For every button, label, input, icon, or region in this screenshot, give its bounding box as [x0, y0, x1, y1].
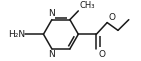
Text: H₂N: H₂N — [8, 30, 25, 39]
Text: N: N — [49, 50, 55, 59]
Text: CH₃: CH₃ — [80, 1, 95, 10]
Text: O: O — [98, 50, 105, 59]
Text: N: N — [49, 9, 55, 18]
Text: O: O — [108, 13, 115, 22]
